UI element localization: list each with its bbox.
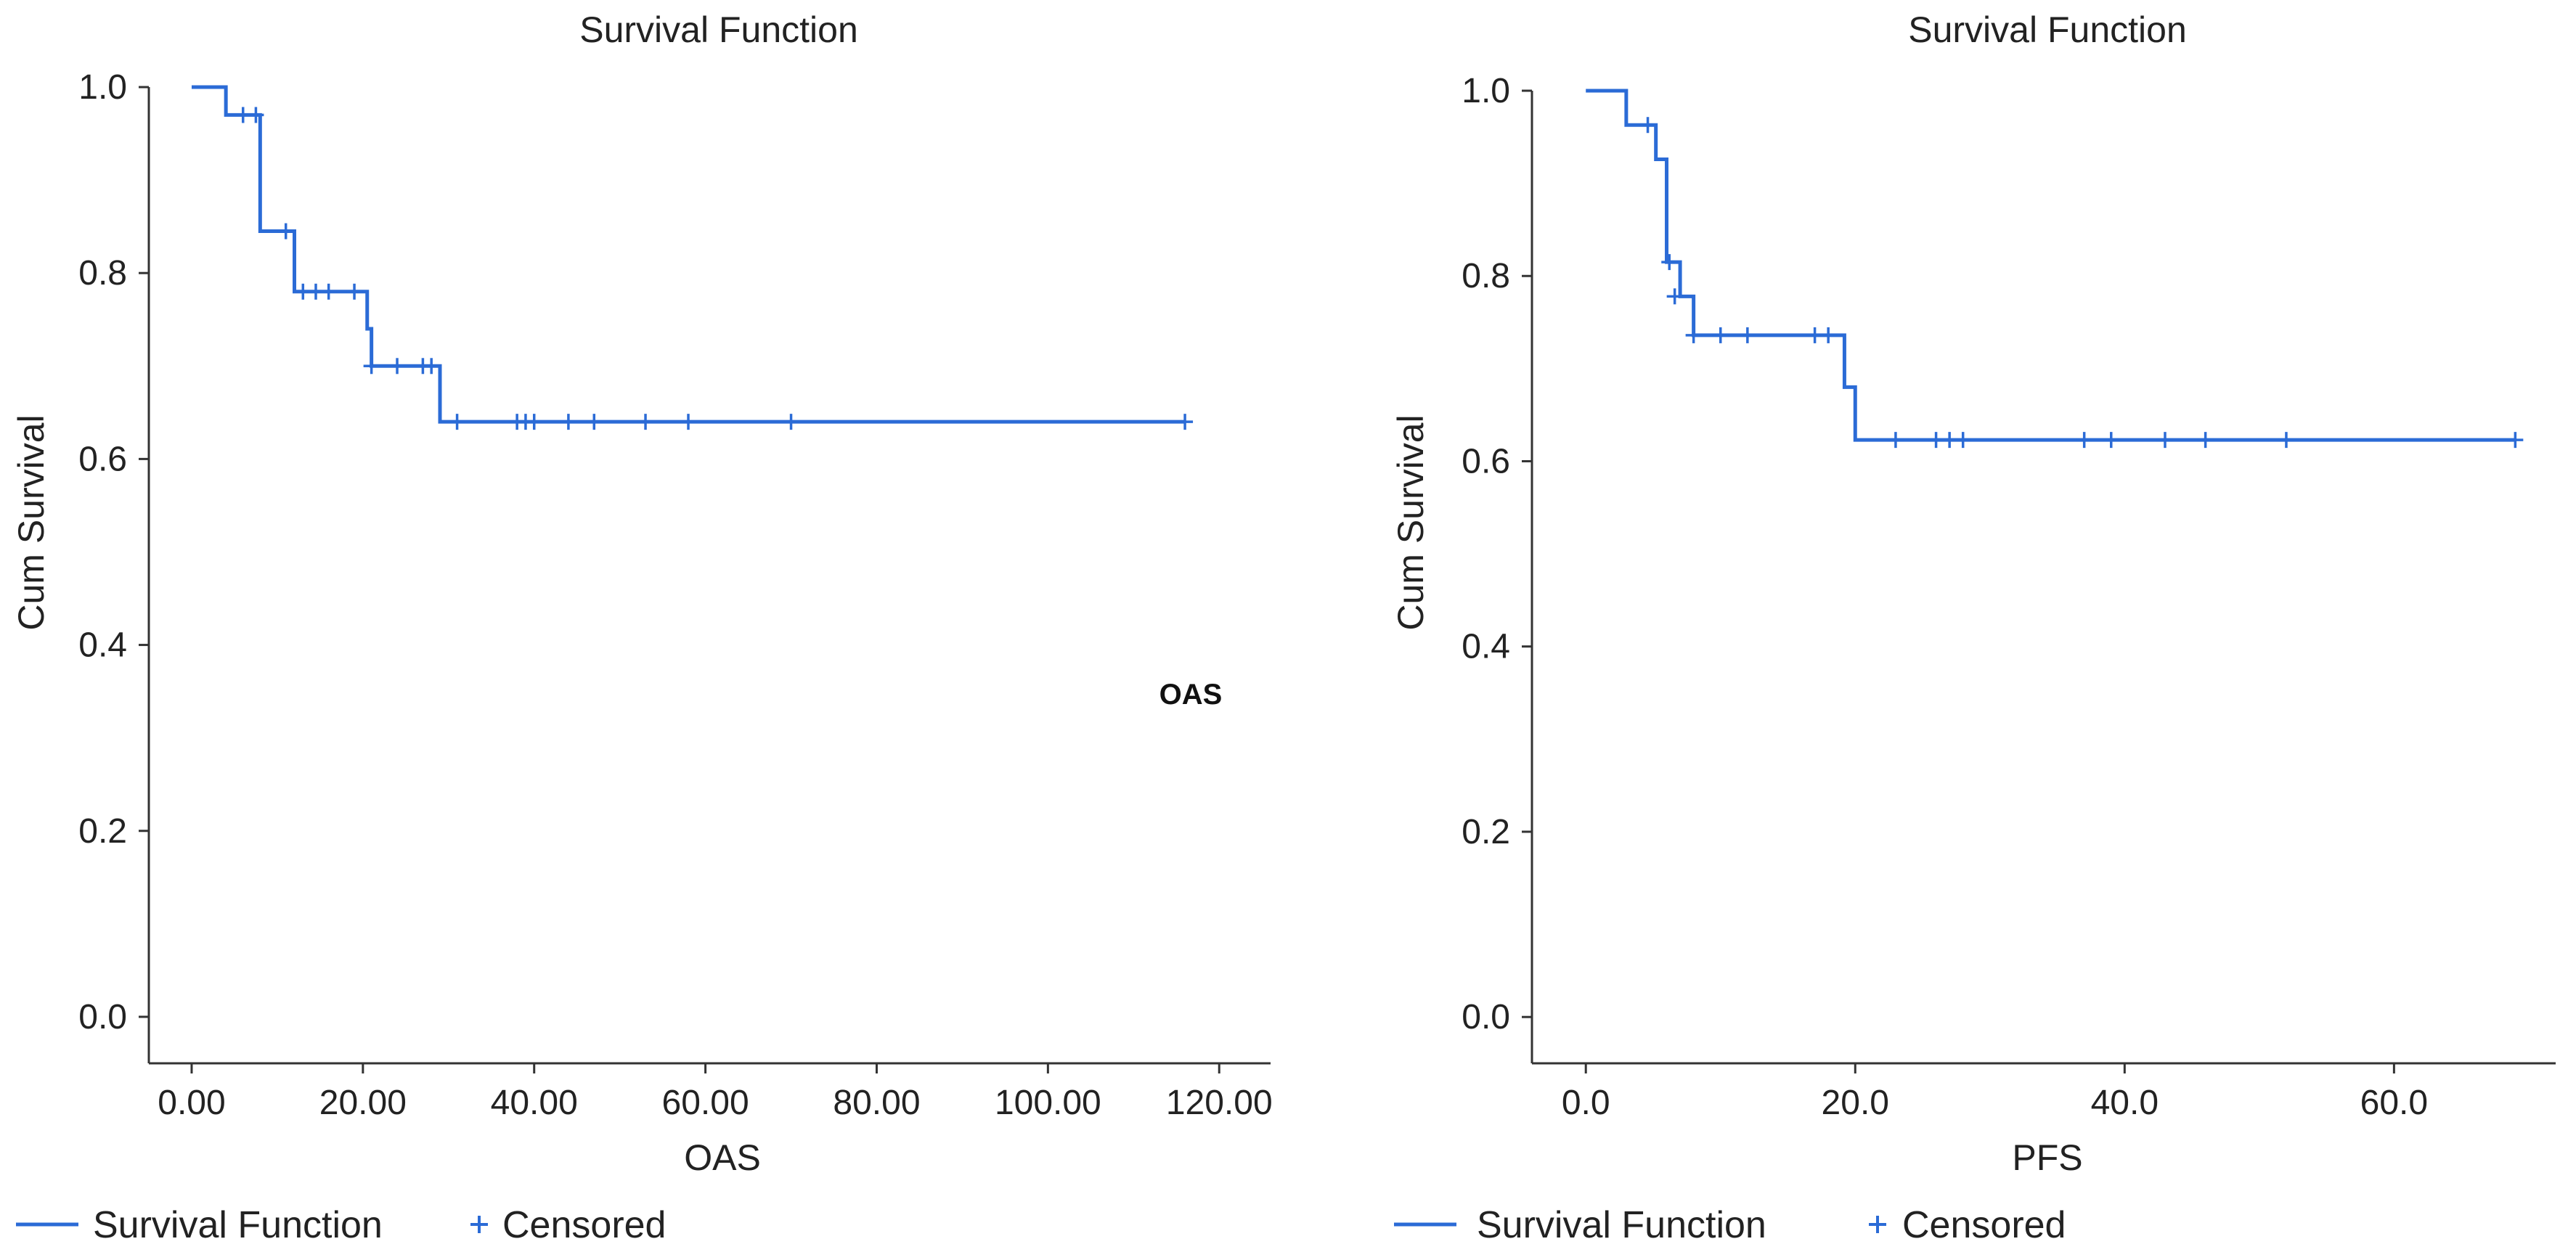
x-tick-label: 40.0 xyxy=(2091,1084,2159,1122)
pfs-survival-chart: Survival Function Cum Survival PFS 0.00.… xyxy=(1390,9,2556,1246)
oas-survival-chart: Survival Function Cum Survival OAS OAS 0… xyxy=(11,9,1273,1246)
censor-mark xyxy=(1928,432,1944,449)
y-tick-label: 0.2 xyxy=(1462,813,1510,851)
legend-censor-swatch xyxy=(1869,1216,1886,1233)
x-tick-label: 100.00 xyxy=(995,1084,1101,1122)
y-tick-label: 0.2 xyxy=(78,812,127,851)
censor-mark xyxy=(363,358,380,375)
censor-mark xyxy=(586,414,603,430)
x-tick-label: 0.0 xyxy=(1562,1084,1610,1122)
y-tick-label: 0.0 xyxy=(78,998,127,1036)
axes: 0.0 0.2 0.4 0.6 0.8 1.0 0.00 20.00 40.00 60.00 80.… xyxy=(78,68,1272,1122)
y-tick-label: 1.0 xyxy=(78,68,127,107)
chart-title: Survival Function xyxy=(579,9,858,50)
censor-mark xyxy=(637,414,654,430)
censor-mark xyxy=(1712,327,1729,343)
censor-mark xyxy=(423,358,440,375)
y-axis-label: Cum Survival xyxy=(1390,414,1431,630)
x-tick-label: 20.0 xyxy=(1822,1084,1889,1122)
censor-mark xyxy=(680,414,697,430)
censor-mark xyxy=(560,414,576,430)
x-tick-label: 40.00 xyxy=(491,1084,578,1122)
censor-mark xyxy=(526,414,542,430)
censor-mark xyxy=(2103,432,2119,449)
censor-mark xyxy=(248,107,264,123)
legend-label-censored: Censored xyxy=(1902,1204,2066,1246)
legend-label-survival: Survival Function xyxy=(93,1204,383,1246)
censor-mark xyxy=(1685,327,1702,343)
censor-marks xyxy=(235,107,1194,430)
y-tick-label: 0.4 xyxy=(1462,628,1510,666)
censor-mark xyxy=(1639,117,1656,134)
censor-mark xyxy=(389,358,406,375)
y-axis-label: Cum Survival xyxy=(11,414,52,630)
censor-marks xyxy=(1639,117,2524,449)
axes: 0.0 0.2 0.4 0.6 0.8 1.0 0.0 20.0 40.0 60.0 xyxy=(1462,72,2556,1122)
censor-mark xyxy=(1739,327,1756,343)
y-tick-label: 0.4 xyxy=(78,626,127,665)
legend: Survival Function Censored xyxy=(16,1204,666,1246)
censor-mark xyxy=(1177,414,1194,430)
x-tick-label: 60.0 xyxy=(2360,1084,2428,1122)
censor-mark xyxy=(2278,432,2294,449)
legend-label-survival: Survival Function xyxy=(1477,1204,1766,1246)
x-axis-label: PFS xyxy=(2012,1137,2082,1178)
censor-mark xyxy=(1955,432,1971,449)
censor-mark xyxy=(1887,432,1904,449)
y-tick-label: 0.8 xyxy=(1462,257,1510,295)
legend-label-censored: Censored xyxy=(502,1204,666,1246)
y-tick-label: 1.0 xyxy=(1462,72,1510,110)
censor-mark xyxy=(2197,432,2214,449)
censor-mark xyxy=(1661,254,1678,271)
y-tick-label: 0.8 xyxy=(78,254,127,292)
y-tick-label: 0.6 xyxy=(78,440,127,478)
censor-mark xyxy=(1806,327,1823,343)
x-tick-label: 120.00 xyxy=(1166,1084,1273,1122)
x-tick-label: 0.00 xyxy=(158,1084,225,1122)
x-axis-label: OAS xyxy=(684,1137,761,1178)
survival-step-line xyxy=(191,85,1186,424)
censor-mark xyxy=(783,414,799,430)
censor-mark xyxy=(1820,327,1837,343)
censor-mark xyxy=(449,414,465,430)
survival-step-line xyxy=(1586,89,2516,442)
chart-annotation: OAS xyxy=(1159,679,1223,711)
legend-censor-swatch xyxy=(470,1216,488,1233)
x-tick-label: 20.00 xyxy=(319,1084,407,1122)
x-tick-label: 80.00 xyxy=(833,1084,920,1122)
censor-mark xyxy=(2507,432,2524,449)
censor-mark xyxy=(1666,288,1683,305)
survival-curve xyxy=(1586,89,2516,442)
chart-title: Survival Function xyxy=(1908,9,2187,50)
x-tick-label: 60.00 xyxy=(662,1084,749,1122)
y-tick-label: 0.6 xyxy=(1462,442,1510,480)
censor-mark xyxy=(346,283,363,300)
survival-curve xyxy=(191,85,1186,424)
censor-mark xyxy=(1941,432,1958,449)
legend: Survival Function Censored xyxy=(1394,1204,2066,1246)
censor-mark xyxy=(320,283,337,300)
censor-mark xyxy=(277,223,294,240)
censor-mark xyxy=(2076,432,2092,449)
censor-mark xyxy=(2156,432,2173,449)
y-tick-label: 0.0 xyxy=(1462,998,1510,1036)
